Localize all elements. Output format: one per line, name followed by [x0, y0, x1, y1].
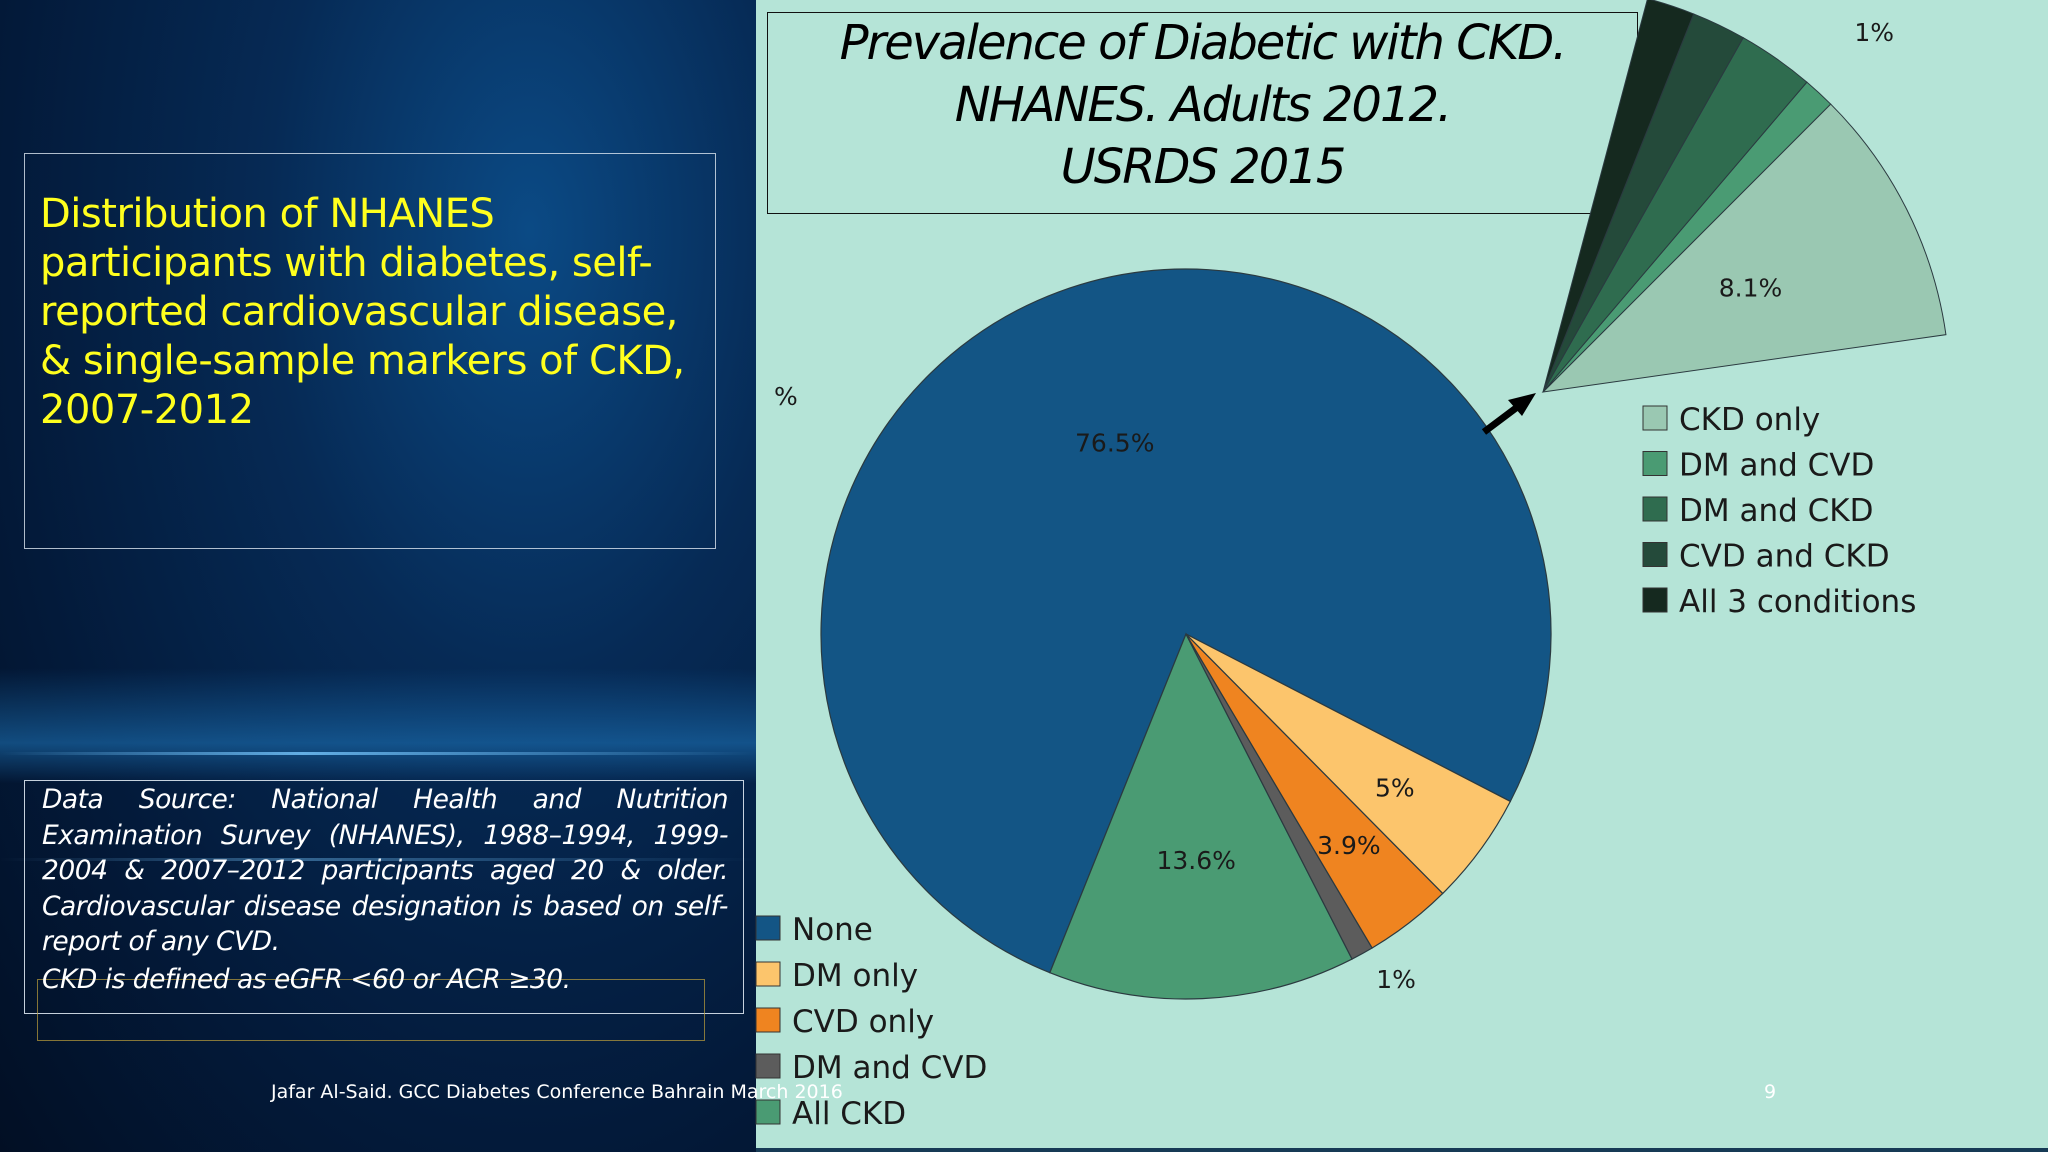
- slice-label-dm-and-cvd: 1%: [1376, 965, 1416, 994]
- legend-swatch-dm-and-ckd: [1642, 496, 1668, 522]
- pie-slice-none: [820, 268, 1552, 974]
- slice-label-dm-only: 5%: [1375, 773, 1415, 802]
- arrow-head: [1508, 393, 1536, 416]
- breakdown-label-ckd-only: 8.1%: [1719, 273, 1783, 302]
- breakdown-label-dm-and-cvd: 1%: [1854, 18, 1894, 47]
- light-streak: [0, 858, 756, 861]
- legend-swatch-all-3-conditions: [1642, 587, 1668, 613]
- main-legend: None DM only CVD only DM and CVD All CKD: [755, 912, 987, 1132]
- legend-swatch-dm-and-cvd: [1642, 451, 1668, 476]
- legend-swatch-cvd-and-ckd: [1642, 542, 1668, 567]
- unit-label: %: [774, 382, 798, 411]
- legend-label-cvd-only: CVD only: [792, 1004, 934, 1040]
- arrow-shaft: [1481, 405, 1519, 435]
- legend-swatch-dm-and-cvd: [755, 1053, 781, 1079]
- legend-swatch-none: [755, 915, 781, 941]
- chart-bottom-border: [756, 1148, 2048, 1152]
- chart-title-line: USRDS 2015: [1060, 139, 1347, 195]
- legend-swatch-all-ckd: [755, 1099, 781, 1125]
- source-inner-frame: [37, 979, 705, 1041]
- slice-label-none: 76.5%: [1075, 428, 1154, 457]
- left-background: [0, 0, 756, 1152]
- chart-title-line: Prevalence of Diabetic with CKD.: [839, 15, 1568, 71]
- page-number: 9: [1764, 1081, 1777, 1103]
- source-note: Data Source: National Health and Nutriti…: [42, 782, 729, 998]
- legend-label-all-3-conditions: All 3 conditions: [1679, 584, 1916, 620]
- legend-label-dm-and-ckd: DM and CKD: [1679, 493, 1874, 529]
- slice-label-cvd-only: 3.9%: [1317, 831, 1381, 860]
- slice-label-all-ckd: 13.6%: [1156, 846, 1235, 875]
- all-ckd-breakdown-pie: 8.1%1%2.4%1.7%1.5%: [1541, 0, 1947, 393]
- legend-swatch-cvd-only: [755, 1007, 781, 1033]
- legend-label-none: None: [792, 912, 873, 948]
- source-frame: [24, 780, 744, 1014]
- light-streak: [0, 752, 756, 755]
- legend-label-dm-and-cvd: DM and CVD: [1679, 448, 1874, 484]
- legend-label-dm-and-cvd: DM and CVD: [792, 1050, 987, 1086]
- chart-title-line: NHANES. Adults 2012.: [954, 77, 1453, 133]
- footer-credit: Jafar Al-Said. GCC Diabetes Conference B…: [271, 1081, 843, 1103]
- legend-label-cvd-and-ckd: CVD and CKD: [1679, 539, 1890, 575]
- legend-label-all-ckd: All CKD: [792, 1096, 906, 1132]
- slide-subtitle: Distribution of NHANES participants with…: [40, 191, 685, 433]
- legend-label-dm-only: DM only: [792, 958, 918, 994]
- legend-swatch-dm-only: [755, 961, 781, 987]
- breakdown-legend: CKD only DM and CVD DM and CKD CVD and CKD A…: [1642, 402, 1916, 620]
- subtitle-frame: [24, 153, 716, 549]
- pie-slice-all-ckd: [1049, 632, 1353, 1000]
- legend-label-ckd-only: CKD only: [1679, 402, 1820, 438]
- breakdown-slice-all-3-conditions: [1542, 0, 1695, 393]
- chart-title: Prevalence of Diabetic with CKD. NHANES.…: [767, 12, 1638, 198]
- data-source-text: Data Source: National Health and Nutriti…: [42, 784, 729, 958]
- ckd-definition: CKD is defined as eGFR <60 or ACR ≥30.: [42, 963, 571, 995]
- breakdown-slice-ckd-only: [1541, 103, 1947, 393]
- main-pie: 76.5% 13.6% 1% 3.9% 5%: [820, 268, 1552, 1000]
- breakdown-label-dm-and-ckd: 2.4%: [1791, 0, 1855, 6]
- pie-slice-dm-only: [1185, 633, 1512, 895]
- legend-swatch-ckd-only: [1642, 405, 1668, 431]
- breakdown-arrow: [1481, 393, 1536, 435]
